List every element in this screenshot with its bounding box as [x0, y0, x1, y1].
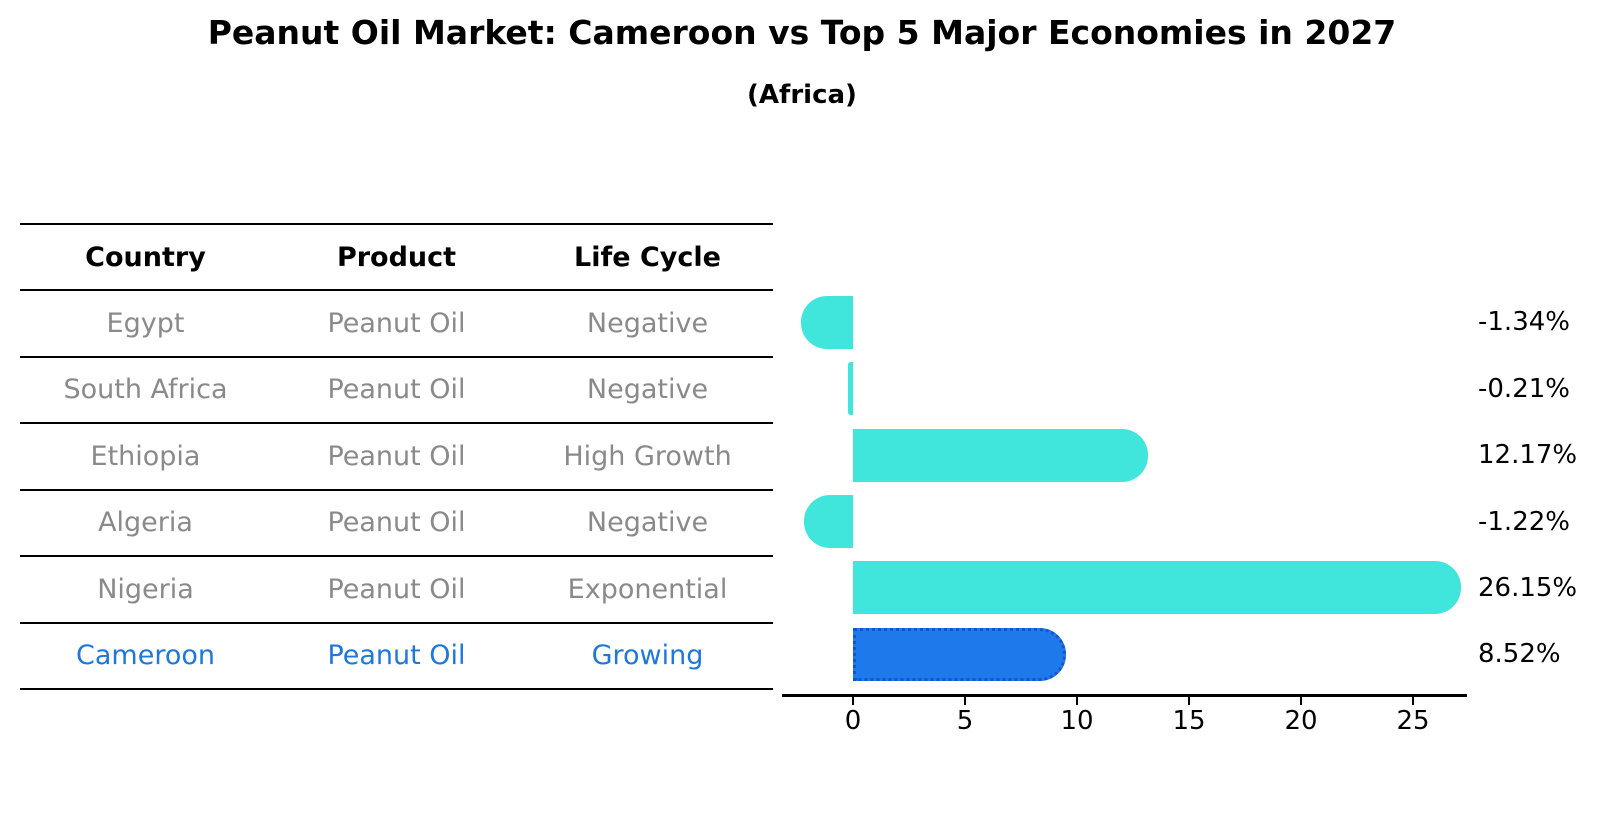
value-label-egypt: -1.34%: [1478, 307, 1570, 338]
bar-algeria: [803, 495, 853, 548]
table-row-nigeria: Nigeria Peanut Oil Exponential: [20, 557, 773, 624]
bar-egypt: [800, 295, 853, 349]
cell-life-cycle: Negative: [586, 307, 709, 339]
header-life-cycle: Life Cycle: [574, 241, 721, 273]
bar-nigeria: [853, 561, 1461, 615]
cell-country: South Africa: [63, 374, 228, 406]
x-axis-line: [782, 694, 1467, 697]
value-label-south-africa: -0.21%: [1478, 373, 1570, 404]
x-tick-label: 15: [1172, 706, 1206, 736]
value-label-nigeria: 26.15%: [1478, 572, 1578, 603]
header-product: Product: [336, 241, 457, 273]
x-tick-mark: [851, 697, 855, 705]
x-tick-mark: [1411, 697, 1415, 705]
table-row-egypt: Egypt Peanut Oil Negative: [20, 291, 773, 358]
value-label-algeria: -1.22%: [1478, 506, 1570, 537]
cell-country: Ethiopia: [90, 440, 201, 472]
cell-life-cycle: Growing: [591, 640, 704, 672]
bar-cameroon: [853, 627, 1066, 681]
chart-title: Peanut Oil Market: Cameroon vs Top 5 Maj…: [207, 13, 1397, 52]
x-tick-label: 20: [1284, 706, 1318, 736]
cell-product: Peanut Oil: [327, 374, 466, 406]
table-row-algeria: Algeria Peanut Oil Negative: [20, 491, 773, 557]
x-tick-mark: [963, 697, 967, 705]
cell-country: Egypt: [106, 307, 185, 339]
cell-country: Cameroon: [76, 640, 215, 672]
country-table: Country Product Life Cycle Egypt Peanut …: [20, 223, 773, 690]
chart-subtitle: (Africa): [747, 80, 857, 110]
cell-life-cycle: Negative: [586, 507, 709, 539]
bar-ethiopia: [853, 428, 1148, 482]
cell-product: Peanut Oil: [327, 307, 466, 339]
cell-country: Nigeria: [97, 573, 194, 605]
value-label-ethiopia: 12.17%: [1478, 440, 1578, 471]
x-tick-mark: [1187, 697, 1191, 705]
x-tick-label: 25: [1396, 706, 1430, 736]
table-row-south-africa: South Africa Peanut Oil Negative: [20, 358, 773, 424]
table-row-cameroon: Cameroon Peanut Oil Growing: [20, 624, 773, 690]
cell-product: Peanut Oil: [327, 573, 466, 605]
cell-product: Peanut Oil: [327, 640, 466, 672]
x-tick-label: 10: [1060, 706, 1094, 736]
cell-product: Peanut Oil: [327, 440, 466, 472]
x-tick-label: 5: [956, 706, 974, 736]
value-label-cameroon: 8.52%: [1478, 639, 1561, 670]
x-tick-mark: [1299, 697, 1303, 705]
cell-country: Algeria: [98, 507, 193, 539]
cell-life-cycle: Negative: [586, 374, 709, 406]
table-header-row: Country Product Life Cycle: [20, 225, 773, 291]
cell-product: Peanut Oil: [327, 507, 466, 539]
x-tick-mark: [1075, 697, 1079, 705]
table-row-ethiopia: Ethiopia Peanut Oil High Growth: [20, 424, 773, 491]
cell-life-cycle: Exponential: [567, 573, 728, 605]
cell-life-cycle: High Growth: [563, 440, 732, 472]
bar-south-africa: [848, 362, 853, 416]
header-country: Country: [85, 241, 206, 273]
x-tick-label: 0: [844, 706, 862, 736]
